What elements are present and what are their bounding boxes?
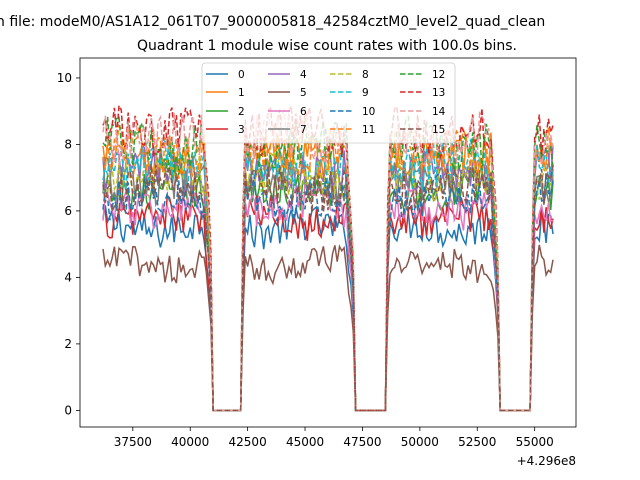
x-tick-label: 55000 — [516, 435, 554, 449]
legend-label-2: 2 — [238, 106, 245, 118]
series-line-6 — [102, 180, 554, 412]
y-tick-label: 2 — [64, 337, 72, 351]
legend-box — [201, 62, 456, 144]
x-tick-label: 37500 — [114, 435, 152, 449]
legend-label-13: 13 — [432, 87, 445, 99]
x-tick-label: 45000 — [286, 435, 324, 449]
series-line-3 — [102, 193, 554, 412]
y-tick-label: 0 — [64, 403, 72, 417]
legend-label-3: 3 — [238, 124, 245, 136]
y-tick-label: 4 — [64, 270, 72, 284]
legend-label-6: 6 — [300, 106, 307, 118]
x-offset-label: +4.296e8 — [517, 454, 576, 468]
legend-label-0: 0 — [238, 69, 245, 81]
x-tick-label: 52500 — [458, 435, 496, 449]
y-axis: 0 2 4 6 8 10 — [57, 71, 80, 417]
x-tick-label: 47500 — [343, 435, 381, 449]
y-tick-label: 10 — [57, 71, 72, 85]
legend-label-1: 1 — [238, 87, 245, 99]
legend-label-14: 14 — [432, 106, 446, 118]
x-tick-label: 50000 — [401, 435, 439, 449]
legend-label-12: 12 — [432, 69, 445, 81]
x-tick-label: 42500 — [229, 435, 267, 449]
series-line-5 — [102, 244, 554, 412]
x-tick-label: 40000 — [171, 435, 209, 449]
y-tick-label: 6 — [64, 204, 72, 218]
legend-label-9: 9 — [362, 87, 369, 99]
legend-label-4: 4 — [300, 69, 307, 81]
y-tick-label: 8 — [64, 137, 72, 151]
series-layer — [102, 103, 554, 412]
legend-label-15: 15 — [432, 124, 445, 136]
legend-label-5: 5 — [300, 87, 307, 99]
plot-area — [79, 57, 577, 428]
series-line-15 — [102, 164, 554, 412]
plot-frame — [79, 57, 577, 428]
x-axis: 37500 40000 42500 45000 47500 50000 52500 55000 — [114, 427, 554, 449]
legend-label-11: 11 — [362, 124, 375, 136]
chart-title: Quadrant 1 module wise count rates with … — [137, 38, 517, 54]
series-line-13 — [102, 103, 554, 412]
series-line-11 — [102, 124, 554, 412]
figure-suptitle: n file: modeM0/AS1A12_061T07_9000005818_… — [0, 14, 545, 30]
legend-label-8: 8 — [362, 69, 369, 81]
legend-label-7: 7 — [300, 124, 307, 136]
legend-label-10: 10 — [362, 106, 375, 118]
